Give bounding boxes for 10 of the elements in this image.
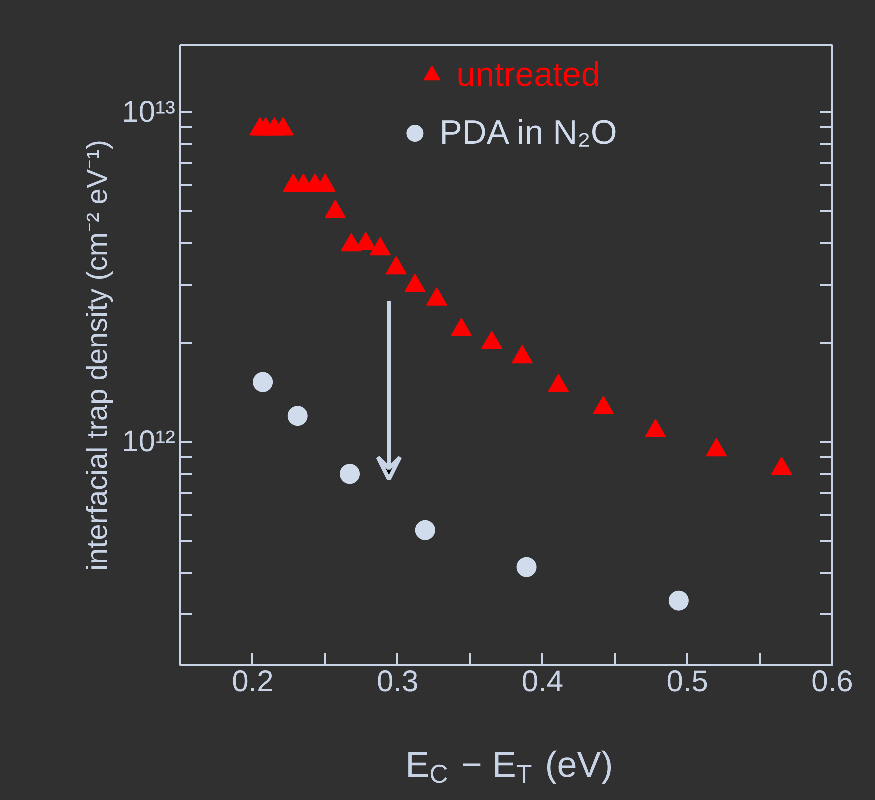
x-tick-label: 0.4 <box>522 666 564 698</box>
x-tick-label: 0.6 <box>812 666 854 698</box>
legend-label: untreated <box>456 56 600 94</box>
y-tick-label: 10¹² <box>122 426 176 459</box>
x-tick-label: 0.2 <box>232 666 274 698</box>
y-axis-title: interfacial trap density (cm⁻² eV⁻¹) <box>82 140 114 571</box>
legend-label: PDA in N₂O <box>440 114 618 152</box>
y-tick-label: 10¹³ <box>122 96 176 130</box>
x-tick-label: 0.5 <box>666 666 708 698</box>
x-tick-label: 0.3 <box>376 666 419 698</box>
